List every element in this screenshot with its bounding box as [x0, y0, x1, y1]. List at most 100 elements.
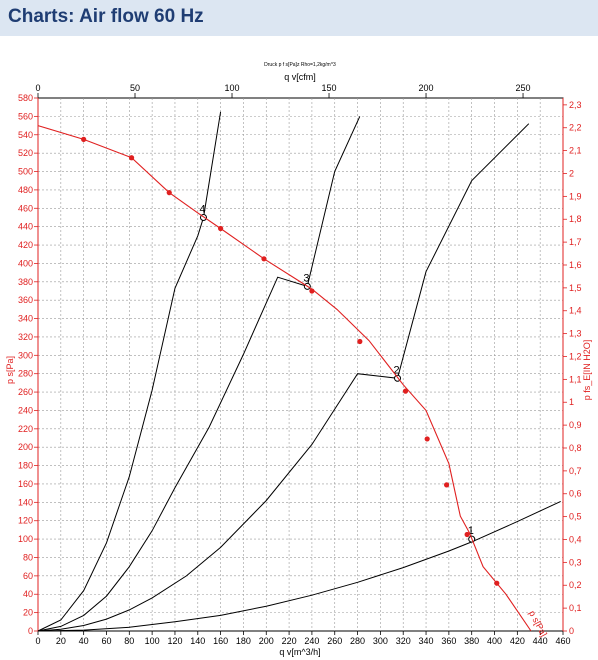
fan-curve-marker — [166, 190, 172, 196]
x-bottom-tick-label: 40 — [79, 636, 89, 646]
system-curve-4 — [37, 111, 222, 632]
y-left-tick-label: 440 — [18, 222, 33, 232]
y-right-tick-label: 1,1 — [569, 374, 582, 384]
axis-labels: Druck p f s[Pa]z Rho=1,2kg/m^3 q v[cfm] … — [5, 62, 592, 657]
y-left-tick-label: 520 — [18, 148, 33, 158]
fan-curve-marker — [464, 531, 470, 538]
fan-curve-marker — [357, 338, 363, 345]
y-right-tick-label: 1,5 — [569, 283, 582, 293]
x-bottom-tick-label: 380 — [464, 636, 479, 646]
operating-point-label-3: 3 — [303, 272, 309, 284]
y-right-tick-label: 1 — [569, 397, 574, 407]
system-curve-2 — [37, 123, 530, 632]
y-left-tick-label: 40 — [23, 589, 33, 599]
x-bottom-tick-label: 260 — [327, 636, 342, 646]
y-right-tick-label: 2,3 — [569, 100, 582, 110]
fan-curve-line — [37, 125, 532, 632]
y-left-tick-label: 240 — [18, 405, 33, 415]
x-bottom-tick-label: 120 — [167, 636, 182, 646]
y-left-tick-label: 220 — [18, 424, 33, 434]
x-bottom-tick-label: 80 — [124, 636, 134, 646]
y-left-tick-label: 20 — [23, 608, 33, 618]
y-right-tick-label: 0 — [569, 626, 574, 636]
chart-subtitle: Druck p f s[Pa]z Rho=1,2kg/m^3 — [264, 62, 336, 68]
fan-curve-marker — [218, 225, 224, 232]
y-right-tick-label: 0,6 — [569, 489, 582, 499]
x-bottom-tick-label: 60 — [101, 636, 111, 646]
x-top-tick-label: 0 — [35, 83, 40, 93]
y-right-tick-label: 0,7 — [569, 466, 582, 476]
y-right-tick-label: 0,5 — [569, 512, 582, 522]
y-left-tick-label: 380 — [18, 277, 33, 287]
x-bottom-tick-label: 140 — [190, 636, 205, 646]
y-left-tick-label: 480 — [18, 185, 33, 195]
y-right-tick-label: 2,2 — [569, 123, 582, 133]
y-left-tick-label: 180 — [18, 461, 33, 471]
y-left-tick-label: 200 — [18, 442, 33, 452]
y-right-tick-label: 1,8 — [569, 214, 582, 224]
y-right-tick-label: 0,3 — [569, 557, 582, 567]
y-left-tick-label: 420 — [18, 240, 33, 250]
y-left-label: p s[Pa] — [5, 356, 15, 384]
x-bottom-tick-label: 360 — [441, 636, 456, 646]
x-bottom-tick-label: 0 — [35, 636, 40, 646]
x-top-tick-label: 50 — [130, 83, 140, 93]
x-bottom-tick-label: 160 — [213, 636, 228, 646]
fan-curve-marker — [81, 136, 87, 142]
x-top-tick-label: 200 — [419, 83, 434, 93]
x-bottom-tick-label: 420 — [510, 636, 525, 646]
y-left-tick-label: 100 — [18, 534, 33, 544]
y-right-tick-label: 0,8 — [569, 443, 582, 453]
fan-curve-marker — [261, 256, 267, 262]
y-right-tick-label: 2 — [569, 168, 574, 178]
operating-point-label-4: 4 — [199, 203, 205, 215]
x-bottom-tick-label: 340 — [419, 636, 434, 646]
y-left-tick-label: 60 — [23, 571, 33, 581]
x-top-tick-label: 250 — [516, 83, 531, 93]
operating-point-label-1: 1 — [468, 525, 474, 537]
y-left-tick-label: 360 — [18, 295, 33, 305]
y-left-tick-label: 80 — [23, 552, 33, 562]
header-bar: Charts: Air flow 60 Hz — [0, 0, 598, 36]
fan-curve-marker — [424, 436, 430, 442]
y-right-tick-label: 0,2 — [569, 580, 582, 590]
x-bottom-tick-label: 20 — [56, 636, 66, 646]
page-title: Charts: Air flow 60 Hz — [8, 6, 204, 27]
y-left-tick-label: 500 — [18, 167, 33, 177]
y-right-tick-label: 2,1 — [569, 146, 582, 156]
x-bottom-tick-label: 180 — [236, 636, 251, 646]
x-bottom-tick-label: 300 — [373, 636, 388, 646]
y-left-tick-label: 320 — [18, 332, 33, 342]
x-top-tick-label: 100 — [224, 83, 239, 93]
plot-area — [37, 97, 564, 632]
x-bottom-tick-label: 400 — [487, 636, 502, 646]
x-bottom-tick-label: 220 — [282, 636, 297, 646]
y-right-tick-label: 1,3 — [569, 329, 582, 339]
y-right-tick-label: 1,2 — [569, 351, 582, 361]
x-bottom-tick-label: 440 — [533, 636, 548, 646]
axes: 0 20 40 60 80 100 120 140 160 180 200 220 240 260 280 3… — [18, 83, 582, 646]
y-left-tick-label: 160 — [18, 479, 33, 489]
y-left-tick-label: 300 — [18, 350, 33, 360]
fan-curve-marker — [402, 388, 409, 394]
fan-curve-marker — [128, 155, 135, 161]
y-right-tick-label: 0,4 — [569, 534, 582, 544]
y-right-tick-label: 1,9 — [569, 191, 582, 201]
x-bottom-tick-label: 240 — [304, 636, 319, 646]
y-left-tick-label: 400 — [18, 258, 33, 268]
y-left-tick-label: 560 — [18, 111, 33, 121]
y-left-tick-label: 540 — [18, 130, 33, 140]
y-left-tick-label: 280 — [18, 369, 33, 379]
y-left-tick-label: 460 — [18, 203, 33, 213]
y-right-tick-label: 1,6 — [569, 260, 582, 270]
x-bottom-tick-label: 280 — [350, 636, 365, 646]
y-right-tick-label: 1,4 — [569, 306, 582, 316]
operating-point-label-2: 2 — [394, 364, 400, 376]
grid — [38, 98, 563, 631]
x-bottom-tick-label: 100 — [145, 636, 160, 646]
fan-curve-marker — [309, 288, 315, 294]
y-left-tick-label: 0 — [28, 626, 33, 636]
fan-curve-marker — [443, 482, 450, 488]
y-right-label: p fs_E[IN H2O] — [582, 340, 592, 401]
